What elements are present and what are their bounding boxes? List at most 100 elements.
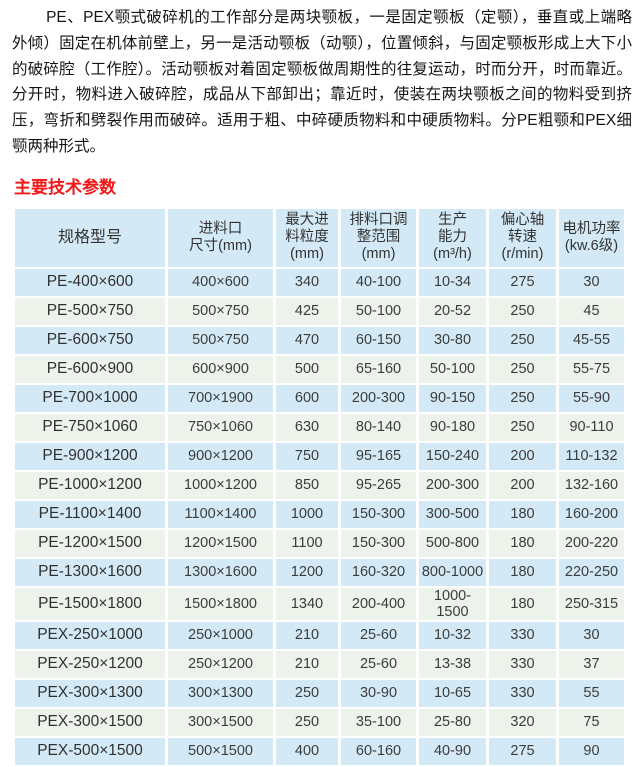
value-cell: 90-180	[419, 413, 486, 441]
value-cell: 40-100	[341, 268, 416, 296]
value-cell: 1340	[276, 587, 338, 620]
value-cell: 250	[489, 384, 556, 412]
value-cell: 1100×1400	[168, 500, 273, 528]
value-cell: 200	[489, 442, 556, 470]
value-cell: 50-100	[419, 355, 486, 383]
value-cell: 200-400	[341, 587, 416, 620]
value-cell: 500	[276, 355, 338, 383]
table-row: PE-500×750 500×750 425 50-100 20-52 250 45	[15, 297, 624, 325]
specs-table-header: 规格型号 进料口 尺寸(mm) 最大进 料粒度 (mm) 排料口调 整范围 (mm) 生…	[15, 208, 624, 267]
value-cell: 200	[489, 471, 556, 499]
table-row: PEX-250×1000 250×1000 210 25-60 10-32 330 30	[15, 621, 624, 649]
table-row: PE-1500×1800 1500×1800 1340 200-400 1000-150…	[15, 587, 624, 620]
model-cell: PE-600×900	[15, 355, 165, 383]
value-cell: 30-80	[419, 326, 486, 354]
value-cell: 630	[276, 413, 338, 441]
value-cell: 400	[276, 737, 338, 765]
model-cell: PE-1000×1200	[15, 471, 165, 499]
value-cell: 55	[559, 679, 624, 707]
value-cell: 150-300	[341, 500, 416, 528]
value-cell: 180	[489, 587, 556, 620]
column-header-0: 规格型号	[15, 208, 165, 267]
table-row: PEX-500×1500 500×1500 400 60-160 40-90 275 90	[15, 737, 624, 765]
value-cell: 800-1000	[419, 558, 486, 586]
model-cell: PE-750×1060	[15, 413, 165, 441]
value-cell: 1000-1500	[419, 587, 486, 620]
value-cell: 900×1200	[168, 442, 273, 470]
value-cell: 65-160	[341, 355, 416, 383]
value-cell: 250	[489, 355, 556, 383]
value-cell: 90-150	[419, 384, 486, 412]
value-cell: 250×1200	[168, 650, 273, 678]
value-cell: 60-150	[341, 326, 416, 354]
value-cell: 1200	[276, 558, 338, 586]
value-cell: 10-34	[419, 268, 486, 296]
value-cell: 250	[489, 326, 556, 354]
value-cell: 250-315	[559, 587, 624, 620]
value-cell: 210	[276, 621, 338, 649]
table-row: PEX-300×1300 300×1300 250 30-90 10-65 330 55	[15, 679, 624, 707]
value-cell: 600	[276, 384, 338, 412]
model-cell: PE-1500×1800	[15, 587, 165, 620]
column-header-5: 偏心轴 转速 (r/min)	[489, 208, 556, 267]
header-row: 规格型号 进料口 尺寸(mm) 最大进 料粒度 (mm) 排料口调 整范围 (mm) 生…	[15, 208, 624, 267]
value-cell: 45	[559, 297, 624, 325]
value-cell: 320	[489, 708, 556, 736]
column-header-2: 最大进 料粒度 (mm)	[276, 208, 338, 267]
value-cell: 30	[559, 621, 624, 649]
model-cell: PEX-300×1500	[15, 708, 165, 736]
value-cell: 250	[489, 413, 556, 441]
value-cell: 55-90	[559, 384, 624, 412]
value-cell: 13-38	[419, 650, 486, 678]
value-cell: 10-32	[419, 621, 486, 649]
value-cell: 300×1300	[168, 679, 273, 707]
value-cell: 132-160	[559, 471, 624, 499]
value-cell: 340	[276, 268, 338, 296]
value-cell: 95-265	[341, 471, 416, 499]
value-cell: 850	[276, 471, 338, 499]
value-cell: 1300×1600	[168, 558, 273, 586]
value-cell: 25-80	[419, 708, 486, 736]
value-cell: 400×600	[168, 268, 273, 296]
value-cell: 200-300	[341, 384, 416, 412]
table-row: PEX-300×1500 300×1500 250 35-100 25-80 320 75	[15, 708, 624, 736]
model-cell: PEX-250×1000	[15, 621, 165, 649]
value-cell: 110-132	[559, 442, 624, 470]
table-row: PE-1000×1200 1000×1200 850 95-265 200-300 200…	[15, 471, 624, 499]
table-row: PE-900×1200 900×1200 750 95-165 150-240 200 11…	[15, 442, 624, 470]
value-cell: 150-240	[419, 442, 486, 470]
value-cell: 50-100	[341, 297, 416, 325]
model-cell: PE-900×1200	[15, 442, 165, 470]
value-cell: 150-300	[341, 529, 416, 557]
value-cell: 425	[276, 297, 338, 325]
value-cell: 700×1900	[168, 384, 273, 412]
table-row: PE-1300×1600 1300×1600 1200 160-320 800-1000…	[15, 558, 624, 586]
intro-paragraph: PE、PEX颚式破碎机的工作部分是两块颚板，一是固定颚板（定颚），垂直或上端略外…	[12, 9, 632, 155]
value-cell: 25-60	[341, 650, 416, 678]
value-cell: 1500×1800	[168, 587, 273, 620]
value-cell: 220-250	[559, 558, 624, 586]
value-cell: 90-110	[559, 413, 624, 441]
value-cell: 180	[489, 558, 556, 586]
value-cell: 1000	[276, 500, 338, 528]
table-row: PE-600×750 500×750 470 60-150 30-80 250 45-55	[15, 326, 624, 354]
table-row: PEX-250×1200 250×1200 210 25-60 13-38 330 37	[15, 650, 624, 678]
model-cell: PE-1300×1600	[15, 558, 165, 586]
value-cell: 180	[489, 529, 556, 557]
model-cell: PEX-300×1300	[15, 679, 165, 707]
value-cell: 35-100	[341, 708, 416, 736]
value-cell: 160-320	[341, 558, 416, 586]
value-cell: 500×750	[168, 326, 273, 354]
value-cell: 330	[489, 621, 556, 649]
value-cell: 210	[276, 650, 338, 678]
value-cell: 275	[489, 737, 556, 765]
model-cell: PE-1200×1500	[15, 529, 165, 557]
value-cell: 500-800	[419, 529, 486, 557]
value-cell: 1000×1200	[168, 471, 273, 499]
value-cell: 55-75	[559, 355, 624, 383]
value-cell: 37	[559, 650, 624, 678]
column-header-3: 排料口调 整范围 (mm)	[341, 208, 416, 267]
value-cell: 180	[489, 500, 556, 528]
